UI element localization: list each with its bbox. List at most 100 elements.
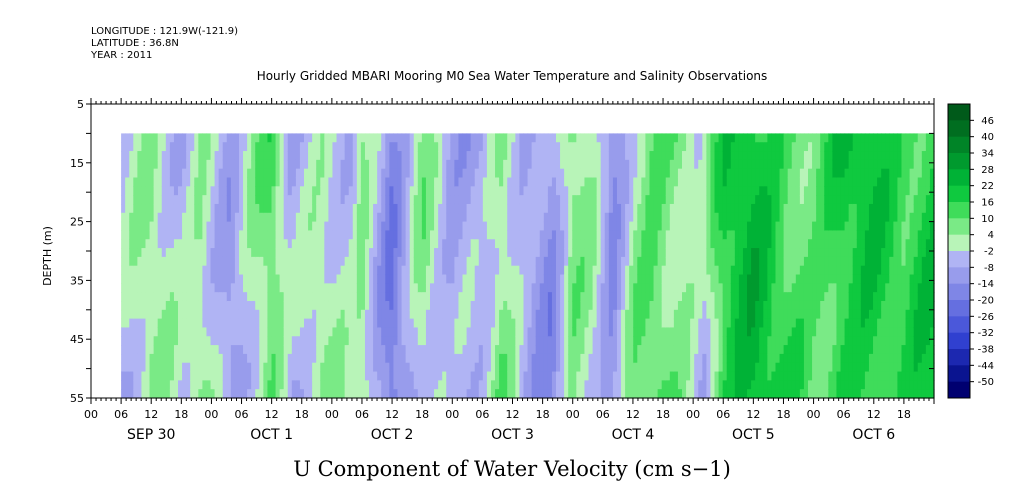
- heatmap-cell: [409, 195, 415, 205]
- heatmap-cell: [413, 248, 419, 258]
- heatmap-cell: [734, 336, 740, 346]
- heatmap-cell: [141, 389, 147, 399]
- heatmap-cell: [259, 230, 264, 240]
- heatmap-cell: [665, 151, 671, 161]
- heatmap-cell: [584, 203, 590, 214]
- heatmap-cell: [791, 274, 797, 284]
- heatmap-cell: [665, 362, 671, 373]
- heatmap-cell: [397, 318, 403, 329]
- heatmap-cell: [125, 380, 130, 390]
- heatmap-cell: [722, 133, 728, 143]
- heatmap-cell: [645, 274, 651, 284]
- heatmap-cell: [486, 345, 492, 355]
- heatmap-cell: [507, 371, 512, 381]
- heatmap-cell: [381, 371, 386, 381]
- heatmap-cell: [267, 248, 273, 258]
- heatmap-cell: [710, 274, 716, 284]
- heatmap-cell: [486, 142, 492, 152]
- heatmap-cell: [214, 362, 220, 373]
- heatmap-cell: [145, 203, 151, 214]
- heatmap-cell: [210, 327, 216, 337]
- heatmap-cell: [279, 151, 285, 161]
- heatmap-cell: [600, 300, 606, 311]
- heatmap-cell: [299, 353, 305, 364]
- heatmap-cell: [698, 380, 703, 390]
- heatmap-cell: [637, 336, 642, 346]
- heatmap-cell: [340, 353, 346, 364]
- heatmap-cell: [755, 265, 760, 276]
- heatmap-cell: [417, 151, 423, 161]
- heatmap-cell: [442, 142, 447, 152]
- heatmap-cell: [141, 380, 147, 390]
- heatmap-cell: [734, 389, 740, 399]
- heatmap-cell: [621, 195, 626, 205]
- heatmap-cell: [438, 256, 443, 267]
- heatmap-cell: [226, 230, 232, 240]
- heatmap-cell: [726, 256, 732, 267]
- heatmap-cell: [495, 362, 500, 373]
- heatmap-cell: [178, 248, 183, 258]
- heatmap-cell: [702, 353, 707, 364]
- heatmap-cell: [275, 142, 281, 152]
- heatmap-cell: [588, 362, 594, 373]
- heatmap-cell: [608, 353, 614, 364]
- heatmap-cell: [519, 186, 525, 196]
- heatmap-cell: [490, 380, 496, 390]
- heatmap-cell: [466, 318, 472, 329]
- heatmap-cell: [344, 248, 350, 258]
- heatmap-cell: [194, 353, 199, 364]
- heatmap-cell: [149, 195, 155, 205]
- heatmap-cell: [507, 318, 512, 329]
- heatmap-cell: [641, 283, 647, 293]
- heatmap-cell: [320, 336, 325, 346]
- heatmap-cell: [238, 318, 244, 329]
- heatmap-cell: [612, 142, 618, 152]
- heatmap-cell: [234, 239, 240, 249]
- heatmap-cell: [434, 212, 439, 223]
- heatmap-cell: [755, 318, 760, 329]
- heatmap-cell: [295, 230, 301, 240]
- heatmap-cell: [499, 168, 504, 179]
- heatmap-cell: [226, 168, 232, 179]
- heatmap-cell: [531, 345, 537, 355]
- heatmap-cell: [430, 345, 435, 355]
- heatmap-cell: [710, 265, 716, 276]
- heatmap-cell: [556, 336, 561, 346]
- heatmap-cell: [308, 256, 313, 267]
- heatmap-cell: [511, 230, 516, 240]
- heatmap-cell: [243, 380, 248, 390]
- heatmap-cell: [149, 239, 155, 249]
- heatmap-cell: [478, 203, 484, 214]
- heatmap-cell: [332, 159, 338, 170]
- heatmap-cell: [596, 186, 602, 196]
- heatmap-cell: [625, 327, 630, 337]
- heatmap-cell: [576, 292, 581, 302]
- heatmap-cell: [722, 283, 728, 293]
- heatmap-cell: [194, 371, 199, 381]
- heatmap-cell: [763, 353, 768, 364]
- heatmap-cell: [665, 300, 671, 311]
- heatmap-cell: [600, 186, 606, 196]
- heatmap-cell: [556, 230, 561, 240]
- heatmap-cell: [259, 300, 264, 311]
- heatmap-cell: [625, 389, 630, 399]
- heatmap-cell: [710, 380, 716, 390]
- year-label: YEAR : 2011: [90, 50, 152, 61]
- heatmap-cell: [243, 362, 248, 373]
- heatmap-cell: [161, 327, 167, 337]
- heatmap-cell: [564, 159, 569, 170]
- heatmap-cell: [340, 256, 346, 267]
- heatmap-cell: [169, 265, 175, 276]
- heatmap-cell: [442, 345, 447, 355]
- heatmap-cell: [214, 248, 220, 258]
- heatmap-cell: [397, 362, 403, 373]
- heatmap-cell: [430, 168, 435, 179]
- heatmap-cell: [141, 256, 147, 267]
- heatmap-cell: [324, 142, 329, 152]
- heatmap-cell: [649, 142, 655, 152]
- heatmap-cell: [694, 239, 699, 249]
- heatmap-cell: [194, 142, 199, 152]
- heatmap-cell: [251, 283, 256, 293]
- heatmap-cell: [458, 195, 464, 205]
- heatmap-cell: [206, 203, 212, 214]
